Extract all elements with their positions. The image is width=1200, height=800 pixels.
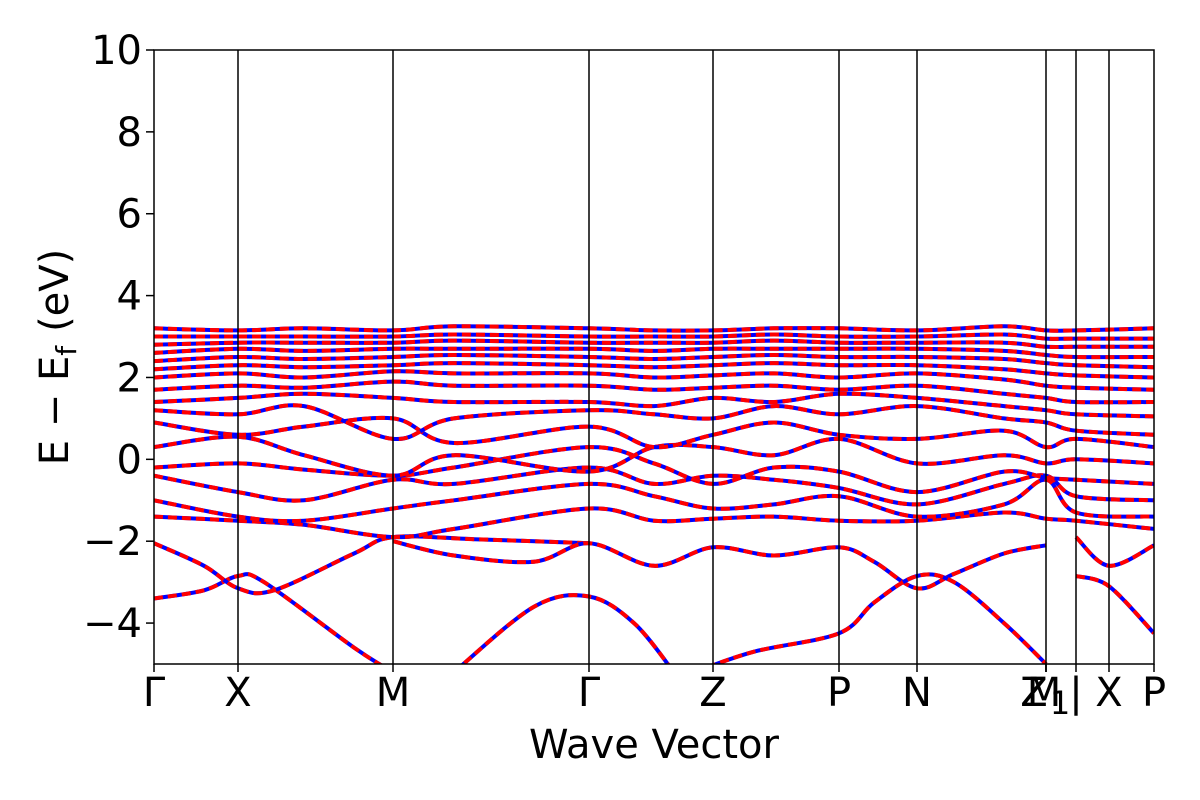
y-tick-label-2: 0 [117,437,142,483]
band-line-red-15 [154,379,1154,405]
x-tick-label-7: Z [1020,670,1047,716]
band-line-blue-13 [154,403,1154,441]
band-line-red-19 [154,346,1154,360]
band-line-red-12 [154,415,1154,450]
band-line-red-16 [154,369,1154,392]
band-line-blue-19 [154,346,1154,360]
x-tick-label-4: Z [699,670,726,716]
x-axis-ticks: Γ X M Γ Z P N ZM1 | X P [143,664,1166,722]
y-tick-label-1: −2 [83,519,142,565]
band-line-red-11 [154,434,1154,478]
band-line-red-17 [154,361,1154,380]
band-line-red-2 [392,539,1047,591]
band-line-red-10 [154,445,1154,495]
y-axis-title: E − Ef (eV) [32,249,83,466]
band-line-red-0 [154,572,384,664]
y-tick-label-3: 2 [117,355,142,401]
y-axis-title-subscript: f [50,345,83,356]
band-line-red-3 [460,593,671,664]
y-tick-label-7: 10 [91,28,142,74]
band-line-blue-21 [154,332,1154,341]
band-line-blue-20 [154,338,1154,350]
y-axis-title-main: E − E [32,356,78,466]
band-line-blue-12 [154,415,1154,450]
x-tick-label-0: Γ [143,670,166,716]
band-line-blue-4 [710,572,1048,664]
x-tick-label-12: P [1142,670,1166,716]
x-axis-title: Wave Vector [529,722,780,768]
band-line-red-22 [154,324,1154,333]
x-tick-label-6: N [902,670,932,716]
y-tick-label-0: −4 [83,601,142,647]
x-tick-label-1: X [224,670,251,716]
kpoint-divider-lines [237,50,1110,664]
band-line-red-20 [154,338,1154,350]
band-line-blue-17 [154,361,1154,380]
band-line-red-13 [154,403,1154,441]
band-line-red-21 [154,332,1154,341]
band-line-red-9 [154,465,1154,507]
y-tick-label-5: 6 [117,192,142,238]
band-line-red-18 [154,352,1154,370]
band-line-red-1 [154,534,590,596]
band-line-red-14 [154,391,1154,419]
band-line-blue-3 [460,593,671,664]
band-line-blue-22 [154,324,1154,333]
x-tick-label-5: P [827,670,851,716]
band-lines [154,324,1154,664]
plot-frame [153,49,1155,665]
y-axis-title-unit: (eV) [32,249,78,332]
x-tick-label-3: Γ [578,670,601,716]
band-line-blue-5 [1075,574,1154,635]
x-tick-label-2: M [376,670,411,716]
y-axis-ticks: −4 −2 0 2 4 6 8 10 [83,28,154,647]
x-tick-label-11: X [1095,670,1122,716]
x-tick-label-9: 1 [1050,684,1070,722]
y-tick-label-6: 8 [117,110,142,156]
band-line-red-7 [154,506,1154,540]
band-line-red-4 [710,572,1048,664]
x-tick-label-8: M [1027,670,1062,716]
y-tick-label-4: 4 [117,274,142,320]
band-line-red-8 [154,477,1154,524]
band-line-red-5 [1075,574,1154,635]
x-tick-label-10: | [1069,670,1082,716]
